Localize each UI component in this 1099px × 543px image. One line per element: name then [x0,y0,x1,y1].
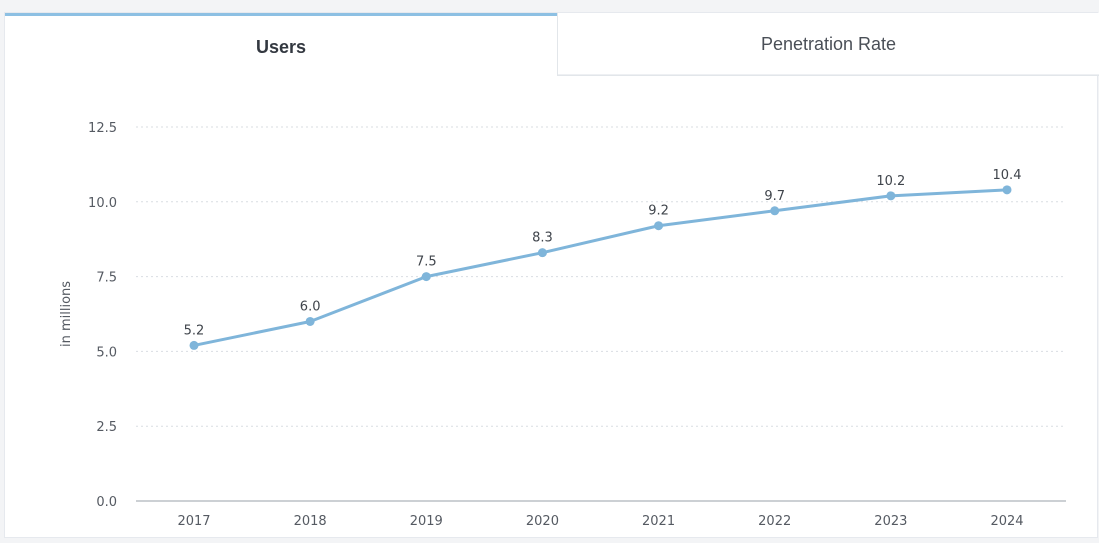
data-point[interactable] [886,191,896,201]
grid-layer [136,126,1066,427]
data-label: 10.4 [993,168,1022,183]
y-tick-label: 2.5 [96,420,117,435]
data-point[interactable] [654,221,664,231]
y-tick-label: 7.5 [96,271,117,286]
data-label: 9.2 [648,204,669,219]
data-label: 10.2 [876,174,905,189]
tab-users[interactable]: Users [5,13,557,76]
axis-layer: 0.0 2.5 5.0 7.5 10.0 12.5 2017 2018 2019 2020 2021… [59,121,1066,529]
data-label: 5.2 [184,323,205,338]
data-point[interactable] [1002,185,1012,195]
x-tick-label: 2020 [526,514,559,529]
data-label: 8.3 [532,231,553,246]
x-tick-label: 2024 [990,514,1023,529]
data-label: 7.5 [416,255,437,270]
x-tick-label: 2023 [874,514,907,529]
data-point[interactable] [537,248,547,258]
label-layer: 5.2 6.0 7.5 8.3 9.2 9.7 10.2 10.4 [184,168,1022,339]
x-tick-label: 2021 [642,514,675,529]
tab-bar: Users Penetration Rate [5,13,1099,76]
y-tick-label: 12.5 [88,121,117,136]
data-point[interactable] [421,272,431,282]
tab-penetration-rate[interactable]: Penetration Rate [557,13,1099,76]
x-tick-label: 2018 [294,514,327,529]
x-tick-label: 2017 [177,514,210,529]
y-tick-label: 10.0 [88,196,117,211]
data-label: 9.7 [764,189,785,204]
chart-card: Users Penetration Rate [4,12,1099,538]
y-tick-label: 5.0 [96,345,117,360]
y-axis-title: in millions [59,281,74,347]
y-tick-label: 0.0 [96,495,117,510]
x-tick-label: 2019 [410,514,443,529]
series-line [192,188,1009,347]
data-point[interactable] [305,316,315,326]
data-point[interactable] [189,340,199,350]
data-label: 6.0 [300,299,321,314]
data-point[interactable] [770,206,780,216]
series-layer [189,185,1012,350]
x-tick-label: 2022 [758,514,791,529]
